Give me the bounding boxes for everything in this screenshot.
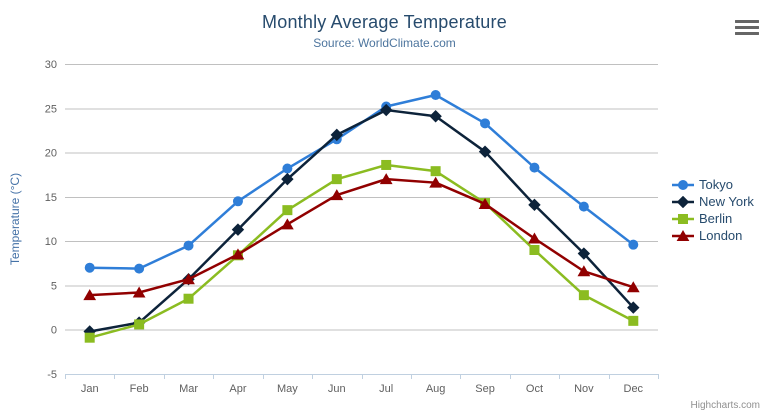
y-tick-label: 10 <box>45 236 57 248</box>
marker-london[interactable] <box>83 289 97 301</box>
legend-label: Berlin <box>699 211 733 226</box>
marker-berlin[interactable] <box>529 245 540 255</box>
marker-berlin[interactable] <box>578 290 589 301</box>
marker-new-york[interactable] <box>380 103 393 117</box>
y-tick-label: 25 <box>45 103 57 115</box>
hamburger-icon <box>735 20 759 35</box>
marker-new-york[interactable] <box>627 301 640 314</box>
marker-tokyo[interactable] <box>84 262 95 273</box>
marker-tokyo[interactable] <box>232 196 243 207</box>
marker-tokyo[interactable] <box>282 163 293 174</box>
legend-label: London <box>699 228 743 243</box>
marker-tokyo[interactable] <box>529 162 540 173</box>
legend-symbol-tokyo[interactable] <box>678 179 688 190</box>
series-tokyo <box>84 90 639 274</box>
legend-marker-tokyo <box>672 179 694 190</box>
legend-symbol-london[interactable] <box>676 229 690 241</box>
marker-berlin[interactable] <box>183 293 194 304</box>
x-tick-label: Apr <box>229 383 246 395</box>
marker-london[interactable] <box>182 273 195 285</box>
marker-london[interactable] <box>379 173 393 185</box>
marker-london[interactable] <box>231 248 245 260</box>
marker-london[interactable] <box>429 176 442 188</box>
marker-tokyo[interactable] <box>628 239 639 250</box>
y-axis-title: Temperature (°C) <box>8 172 22 266</box>
chart-subtitle: Source: WorldClimate.com <box>313 36 456 50</box>
legend-symbol-new-york[interactable] <box>676 195 690 208</box>
marker-london[interactable] <box>281 218 294 230</box>
marker-berlin[interactable] <box>134 319 145 330</box>
x-tick-label: Feb <box>130 383 149 395</box>
y-tick-label: 20 <box>45 148 57 160</box>
marker-london[interactable] <box>577 265 591 277</box>
x-tick-label: Aug <box>426 383 446 395</box>
x-tick-label: Oct <box>526 383 543 395</box>
legend-item-tokyo[interactable]: Tokyo <box>672 176 754 193</box>
legend-item-london[interactable]: London <box>672 227 754 244</box>
marker-london[interactable] <box>330 189 344 201</box>
marker-london[interactable] <box>132 286 146 298</box>
marker-berlin[interactable] <box>84 332 95 343</box>
series-line-london[interactable] <box>88 177 635 297</box>
legend-marker-london <box>672 229 694 241</box>
x-tick-label: Sep <box>475 383 495 395</box>
series-london <box>83 173 640 301</box>
marker-new-york[interactable] <box>330 128 343 142</box>
series-berlin <box>84 159 639 343</box>
legend: Tokyo New York Berlin London <box>672 176 754 244</box>
legend-symbol-berlin[interactable] <box>678 213 688 224</box>
series-line-new-york[interactable] <box>88 108 635 333</box>
series-line-berlin[interactable] <box>88 163 635 339</box>
marker-berlin[interactable] <box>430 166 441 177</box>
marker-new-york[interactable] <box>281 172 294 186</box>
chart-title: Monthly Average Temperature <box>262 12 507 32</box>
x-tick-label: Jan <box>81 383 99 395</box>
marker-new-york[interactable] <box>478 145 492 158</box>
marker-tokyo[interactable] <box>480 118 491 129</box>
x-tick-label: Jun <box>328 383 346 395</box>
y-tick-label: -5 <box>47 369 57 381</box>
marker-berlin[interactable] <box>381 159 392 170</box>
x-tick-label: Mar <box>179 383 198 395</box>
marker-london[interactable] <box>478 197 492 209</box>
legend-marker-berlin <box>672 213 694 224</box>
legend-item-new-york[interactable]: New York <box>672 193 754 210</box>
marker-berlin[interactable] <box>331 174 342 185</box>
x-tick-label: Nov <box>574 383 594 395</box>
marker-new-york[interactable] <box>577 247 591 260</box>
marker-tokyo[interactable] <box>134 263 145 274</box>
y-tick-label: 0 <box>51 325 57 337</box>
legend-marker-new-york <box>672 195 694 208</box>
marker-tokyo[interactable] <box>183 240 194 251</box>
export-menu-button[interactable] <box>734 19 760 39</box>
x-tick-label: Jul <box>379 383 393 395</box>
marker-london[interactable] <box>528 232 541 244</box>
credits-link[interactable]: Highcharts.com <box>690 400 760 411</box>
marker-new-york[interactable] <box>528 198 541 212</box>
marker-berlin[interactable] <box>628 315 639 326</box>
series-new-york <box>83 103 640 338</box>
series-line-tokyo[interactable] <box>88 93 635 270</box>
marker-new-york[interactable] <box>231 223 245 236</box>
x-tick-label: May <box>277 383 298 395</box>
marker-berlin[interactable] <box>282 205 293 216</box>
y-tick-label: 5 <box>51 280 57 292</box>
marker-london[interactable] <box>626 281 640 293</box>
marker-tokyo[interactable] <box>430 90 441 100</box>
y-tick-label: 15 <box>45 192 57 204</box>
legend-label: New York <box>699 194 754 209</box>
x-tick-label: Dec <box>624 383 644 395</box>
legend-label: Tokyo <box>699 177 733 192</box>
marker-new-york[interactable] <box>429 110 442 123</box>
legend-item-berlin[interactable]: Berlin <box>672 210 754 227</box>
y-tick-label: 30 <box>45 59 57 71</box>
marker-tokyo[interactable] <box>578 201 589 212</box>
